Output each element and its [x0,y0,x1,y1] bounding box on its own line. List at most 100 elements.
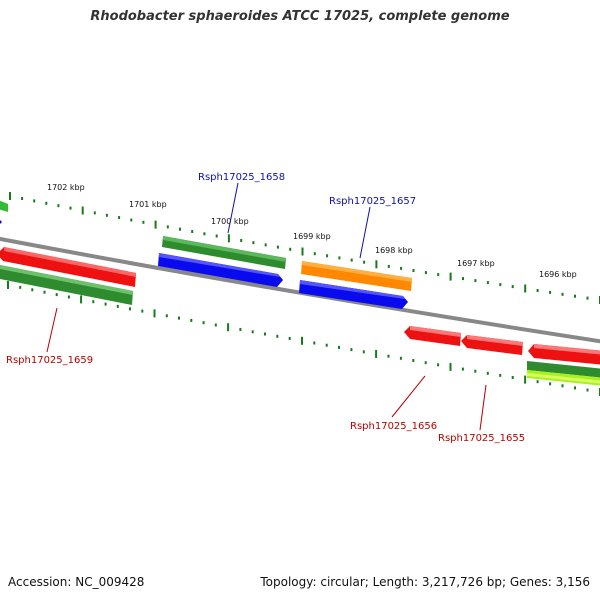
leader-line-1657 [359,206,371,259]
minor-tick [129,307,131,311]
major-tick [154,220,157,229]
gene-feature-edge-green[interactable] [0,200,8,212]
minor-tick [387,264,390,268]
minor-tick [202,321,205,325]
gene-label-1655[interactable]: Rsph17025_1655 [438,433,525,444]
tick-label-1697: 1697 kbp [457,259,495,268]
minor-tick [486,281,489,285]
minor-tick [215,234,218,238]
minor-tick [214,323,217,327]
gene-feature-edge-blue[interactable] [0,218,2,226]
major-tick [375,260,378,269]
tick-label-1698: 1698 kbp [375,246,413,255]
minor-tick [424,361,427,365]
minor-tick [511,285,514,289]
major-tick [449,362,452,371]
minor-tick [93,211,96,215]
leader-line-1658 [227,182,239,234]
minor-tick [561,384,564,388]
minor-tick [511,376,514,379]
minor-tick [412,269,415,272]
leader-line-1659 [46,307,58,353]
minor-tick [203,232,206,236]
minor-tick [387,354,390,358]
gene-feature-red-edge[interactable] [528,344,600,365]
major-tick [81,206,84,215]
minor-tick [33,199,36,203]
tick-label-1701: 1701 kbp [129,200,167,209]
gene-feature-blue-1657[interactable] [299,280,408,309]
gene-feature-red-1656[interactable] [404,326,461,346]
minor-tick [276,334,279,338]
minor-tick [116,304,119,308]
leader-line-1656 [391,375,426,418]
minor-tick [276,245,279,249]
minor-tick [437,273,440,277]
major-tick [449,272,452,281]
leader-line-1655 [479,384,487,431]
gene-label-1659[interactable]: Rsph17025_1659 [6,355,93,366]
minor-tick [350,348,353,352]
minor-tick [326,254,329,258]
gene-feature-blue-1658[interactable] [158,253,283,287]
minor-tick [350,258,353,262]
minor-tick [141,309,144,313]
genome-backbone [0,236,600,344]
minor-tick [264,332,266,336]
inner-tick-track [7,281,600,396]
minor-tick [549,382,552,386]
minor-tick [486,371,489,375]
major-tick [524,284,527,293]
minor-tick [57,204,60,208]
minor-tick [142,220,145,224]
minor-tick [586,296,589,300]
minor-tick [313,252,316,256]
accession-text: Accession: NC_009428 [8,575,145,589]
gene-feature-red-1659[interactable] [0,247,136,287]
minor-tick [252,241,255,245]
major-tick [301,336,303,345]
gene-label-1658[interactable]: Rsph17025_1658 [198,172,285,183]
major-tick [7,281,9,289]
minor-tick [130,218,133,222]
minor-tick [574,386,576,390]
minor-tick [536,289,539,292]
minor-tick [45,201,48,205]
gene-feature-orange-1657[interactable] [301,261,412,291]
outer-tick-track [9,192,600,304]
minor-tick [21,197,24,200]
minor-tick [67,295,70,299]
gene-feature-green-1659[interactable] [0,264,133,305]
minor-tick [190,318,193,322]
minor-tick [69,206,72,210]
major-tick [153,309,156,318]
minor-tick [264,243,267,247]
minor-tick [289,247,292,251]
minor-tick [536,380,539,384]
minor-tick [400,266,403,270]
genome-stats-text: Topology: circular; Length: 3,217,726 bp… [260,575,590,589]
gene-feature-green-1658[interactable] [162,236,286,269]
minor-tick [43,290,46,294]
minor-tick [461,367,464,371]
gene-label-1656[interactable]: Rsph17025_1656 [350,421,437,432]
gene-label-1657[interactable]: Rsph17025_1657 [329,196,416,207]
major-tick [375,350,378,358]
gene-feature-red-1655[interactable] [461,335,523,355]
minor-tick [338,345,340,349]
minor-tick [499,373,502,377]
tick-label-1702: 1702 kbp [47,183,85,192]
minor-tick [325,343,328,347]
minor-tick [499,283,502,287]
minor-tick [549,290,552,294]
minor-tick [92,300,95,304]
minor-tick [251,330,254,334]
minor-tick [586,388,589,392]
minor-tick [104,302,107,306]
minor-tick [363,260,366,264]
minor-tick [179,227,181,231]
major-tick [9,192,11,200]
gene-feature-green-edge-right[interactable] [527,361,600,386]
